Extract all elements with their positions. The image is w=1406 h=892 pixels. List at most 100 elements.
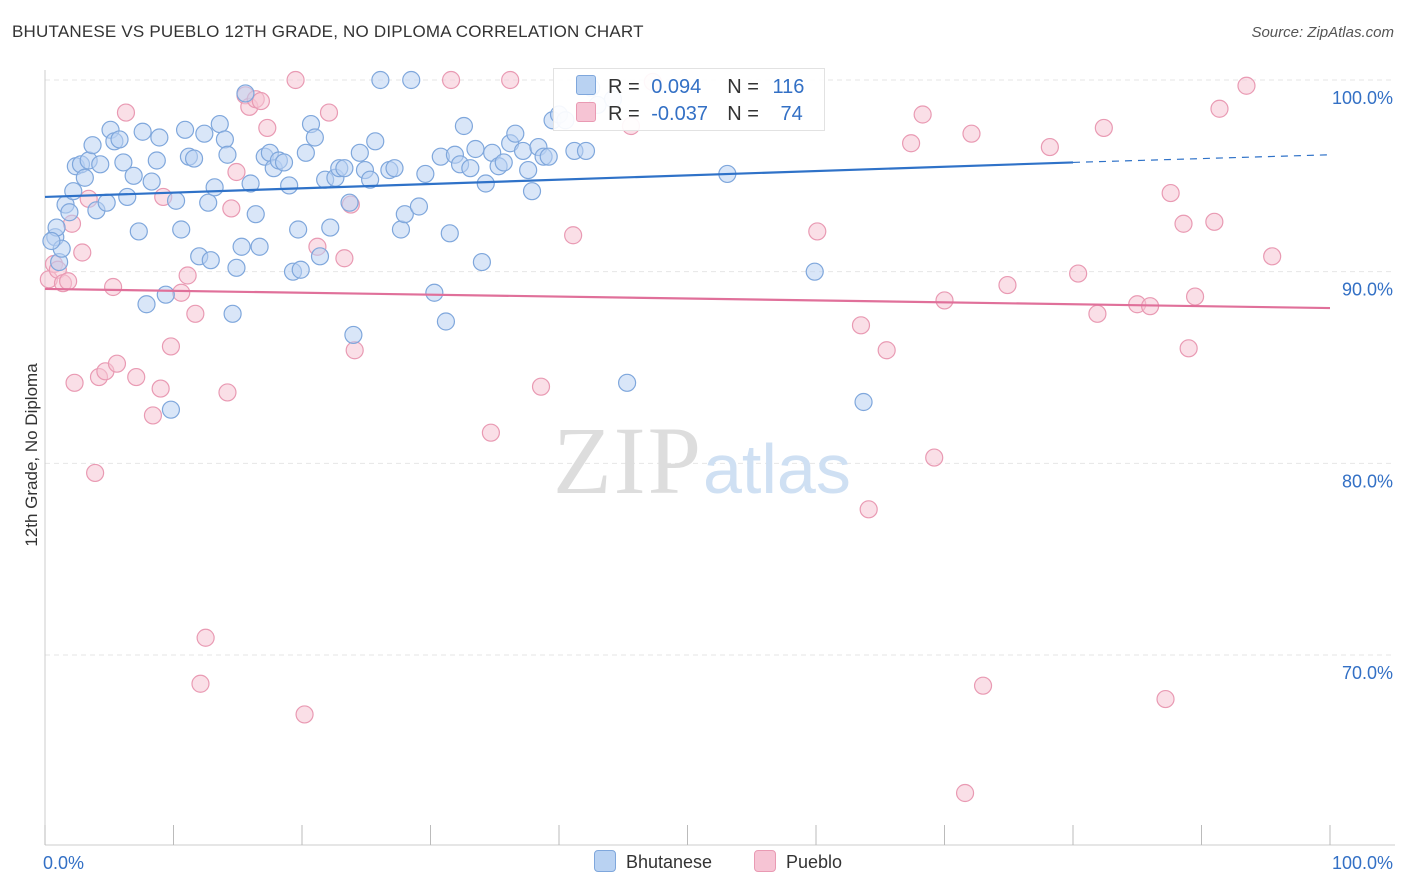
legend-n-value: 116 <box>772 76 805 98</box>
legend-n-value: 74 <box>780 103 803 125</box>
bhutanese-point <box>246 205 265 224</box>
pueblo-point <box>1210 99 1229 118</box>
bhutanese-point <box>142 172 161 191</box>
y-axis-title: 12th Grade, No Diploma <box>22 363 41 547</box>
bhutanese-point <box>210 114 229 134</box>
pueblo-point <box>258 118 277 138</box>
legend-label-bhutanese: Bhutanese <box>626 852 713 872</box>
pueblo-point <box>1156 689 1175 709</box>
pueblo-point <box>191 674 210 693</box>
pueblo-point <box>808 222 827 241</box>
watermark-atlas: atlas <box>703 430 851 508</box>
bhutanese-point <box>118 187 137 207</box>
pueblo-point <box>935 291 954 310</box>
watermark-zip: ZIP <box>553 407 703 514</box>
bhutanese-point <box>215 130 234 149</box>
bhutanese-point <box>184 149 204 168</box>
bhutanese-point <box>513 141 533 161</box>
pueblo-point <box>564 226 583 245</box>
bhutanese-trend-line <box>44 161 1074 199</box>
pueblo-point <box>186 304 205 323</box>
y-tick-label: 80.0% <box>1342 471 1393 491</box>
watermark: ZIPatlas <box>553 405 851 516</box>
pueblo-point <box>251 91 270 111</box>
pueblo-point <box>286 70 305 90</box>
legend-row-pueblo: R = -0.037 N = 74 <box>576 102 803 126</box>
legend-swatch-pueblo <box>576 102 596 122</box>
bhutanese-point <box>114 153 133 172</box>
tick-labels: 100.0% 90.0% 80.0% 70.0% 0.0% 100.0% <box>43 88 1393 873</box>
pueblo-point <box>1185 287 1205 306</box>
axes <box>44 70 1395 846</box>
pueblo-point <box>73 243 92 262</box>
bhutanese-point <box>805 262 824 281</box>
legend-n-label: N = <box>727 103 759 125</box>
legend-r-label: R = <box>608 103 640 125</box>
bhutanese-point <box>161 400 181 419</box>
bhutanese-points <box>42 70 873 419</box>
bhutanese-point <box>454 116 474 136</box>
chart-title: BHUTANESE VS PUEBLO 12TH GRADE, NO DIPLO… <box>12 22 644 41</box>
legend-swatch-bhutanese <box>576 75 596 95</box>
bhutanese-point <box>391 220 411 239</box>
bhutanese-point <box>402 70 421 90</box>
pueblo-point <box>1094 118 1113 138</box>
pueblo-point <box>65 373 84 392</box>
correlation-legend: R = 0.094 N = 116 R = -0.037 N = 74 <box>553 68 825 131</box>
bhutanese-point <box>280 176 299 195</box>
bhutanese-point <box>416 164 435 184</box>
bhutanese-point <box>175 120 195 139</box>
bhutanese-point <box>340 193 359 212</box>
legend-n-label: N = <box>727 76 759 98</box>
y-tick-label: 90.0% <box>1342 280 1393 300</box>
bhutanese-point <box>232 237 251 256</box>
pueblo-point <box>877 341 896 360</box>
bhutanese-point <box>150 128 169 147</box>
pueblo-point <box>1263 247 1282 266</box>
chart-source: Source: ZipAtlas.com <box>1251 24 1394 41</box>
bhutanese-point <box>236 84 255 103</box>
pueblo-point <box>143 406 163 425</box>
bhutanese-point <box>291 260 310 279</box>
legend-item-bhutanese: Bhutanese <box>594 850 712 873</box>
bhutanese-point <box>519 160 538 180</box>
bhutanese-point <box>436 312 456 331</box>
pueblo-point <box>218 383 237 402</box>
bhutanese-point <box>350 143 369 162</box>
trend-lines <box>44 154 1331 310</box>
pueblo-point <box>116 103 136 122</box>
bhutanese-point <box>201 251 220 270</box>
bhutanese-point <box>75 168 94 187</box>
bhutanese-point <box>472 252 491 272</box>
bhutanese-point <box>199 193 218 212</box>
x-tick-label: 100.0% <box>1332 853 1393 873</box>
bhutanese-point <box>385 159 404 178</box>
pueblo-point <box>901 134 921 153</box>
pueblo-point <box>531 377 551 396</box>
pueblo-point <box>172 283 191 302</box>
pueblo-point <box>481 423 500 442</box>
bhutanese-point <box>195 124 214 143</box>
pueblo-point <box>107 354 127 373</box>
bhutanese-point <box>218 145 237 164</box>
bhutanese-point <box>494 153 513 172</box>
pueblo-point <box>151 379 170 398</box>
bhutanese-point <box>539 147 558 166</box>
legend-swatch-bhutanese <box>594 850 616 872</box>
bhutanese-point <box>395 205 414 224</box>
pueblo-point <box>913 105 932 124</box>
bhutanese-point <box>361 170 380 189</box>
pueblo-point <box>925 448 944 467</box>
pueblo-point <box>345 341 364 360</box>
legend-r-value: -0.037 <box>651 103 708 125</box>
pueblo-point <box>1088 304 1107 323</box>
pueblo-point <box>973 676 993 695</box>
bhutanese-point <box>310 247 330 266</box>
bhutanese-point <box>129 222 148 241</box>
y-tick-label: 70.0% <box>1342 663 1393 683</box>
bhutanese-point <box>274 153 294 172</box>
bhutanese-point <box>250 237 269 256</box>
bhutanese-point <box>97 193 116 212</box>
pueblo-point <box>127 367 146 387</box>
bhutanese-point <box>335 159 354 178</box>
